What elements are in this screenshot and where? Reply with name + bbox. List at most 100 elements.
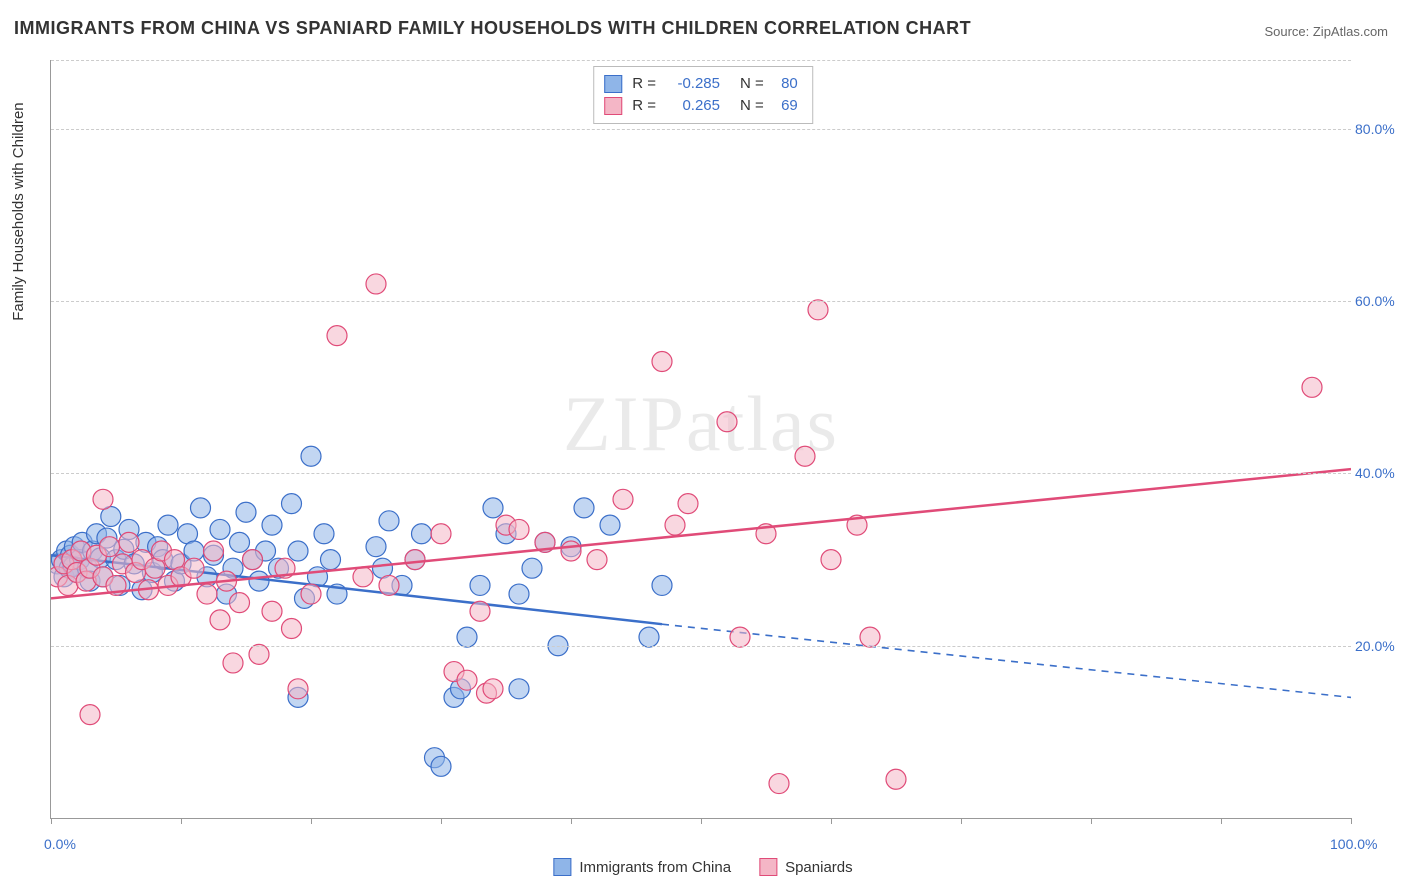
china-point [262, 515, 282, 535]
x-tick [571, 818, 572, 824]
y-tick-label: 20.0% [1355, 638, 1405, 654]
spaniards-point [275, 558, 295, 578]
series-legend-item: Immigrants from China [553, 858, 731, 876]
spaniards-point [145, 558, 165, 578]
x-tick-label-min: 0.0% [44, 836, 76, 852]
spaniards-point [119, 532, 139, 552]
china-point [114, 539, 134, 559]
x-tick [311, 818, 312, 824]
china-trendline [51, 555, 662, 624]
china-point [509, 584, 529, 604]
china-point [119, 519, 139, 539]
china-point [288, 687, 308, 707]
china-point [59, 558, 79, 578]
spaniards-point [379, 575, 399, 595]
china-point [142, 563, 162, 583]
spaniards-point [54, 554, 74, 574]
china-point [57, 541, 77, 561]
china-point [639, 627, 659, 647]
spaniards-point [477, 683, 497, 703]
china-point [561, 537, 581, 557]
spaniards-point [51, 567, 68, 587]
china-point [522, 558, 542, 578]
china-point [158, 515, 178, 535]
spaniards-point [535, 532, 555, 552]
spaniards-point [249, 644, 269, 664]
china-point [124, 554, 144, 574]
n-value: 69 [772, 95, 798, 117]
x-tick-label-max: 100.0% [1330, 836, 1377, 852]
spaniards-point [210, 610, 230, 630]
spaniards-point [808, 300, 828, 320]
china-point [171, 554, 191, 574]
spaniards-point [165, 550, 185, 570]
legend-label: Immigrants from China [579, 859, 731, 876]
spaniards-point [678, 494, 698, 514]
spaniards-point [860, 627, 880, 647]
spaniards-point [509, 519, 529, 539]
china-point [249, 571, 269, 591]
chart-plot-area: ZIPatlas 20.0%40.0%60.0%80.0% [50, 60, 1351, 819]
china-point [204, 545, 224, 565]
china-point [431, 756, 451, 776]
china-point [54, 567, 74, 587]
spaniards-point [62, 550, 82, 570]
china-point [93, 567, 113, 587]
spaniards-point [152, 541, 172, 561]
x-tick [831, 818, 832, 824]
spaniards-point [366, 274, 386, 294]
correlation-legend-row: R =-0.285N =80 [604, 73, 798, 95]
correlation-legend: R =-0.285N =80R =0.265N =69 [593, 66, 813, 124]
spaniards-point [230, 593, 250, 613]
china-point [63, 556, 83, 576]
chart-svg-layer [51, 60, 1351, 818]
spaniards-point [301, 584, 321, 604]
china-point [600, 515, 620, 535]
gridline [51, 473, 1351, 474]
gridline [51, 60, 1351, 61]
china-point [191, 498, 211, 518]
gridline [51, 129, 1351, 130]
china-point [236, 502, 256, 522]
spaniards-point [76, 571, 96, 591]
spaniards-point [80, 705, 100, 725]
n-label: N = [740, 95, 764, 117]
source-attribution: Source: ZipAtlas.com [1264, 24, 1388, 39]
china-point [457, 627, 477, 647]
legend-swatch-icon [553, 858, 571, 876]
china-point [136, 532, 156, 552]
china-point [101, 507, 121, 527]
china-point [70, 550, 90, 570]
series-legend-item: Spaniards [759, 858, 853, 876]
spaniards-point [223, 653, 243, 673]
spaniards-point [756, 524, 776, 544]
x-tick [441, 818, 442, 824]
x-tick [1221, 818, 1222, 824]
x-tick [1091, 818, 1092, 824]
spaniards-point [80, 558, 100, 578]
china-point [223, 558, 243, 578]
n-label: N = [740, 73, 764, 95]
spaniards-point [457, 670, 477, 690]
watermark-text: ZIPatlas [563, 379, 839, 469]
spaniards-point [587, 550, 607, 570]
spaniards-point [139, 580, 159, 600]
series-legend: Immigrants from China Spaniards [553, 858, 852, 876]
spaniards-point [795, 446, 815, 466]
china-point [148, 537, 168, 557]
china-point [67, 563, 87, 583]
x-tick [181, 818, 182, 824]
china-point [412, 524, 432, 544]
china-point [230, 532, 250, 552]
spaniards-point [158, 575, 178, 595]
china-point [178, 524, 198, 544]
spaniards-point [262, 601, 282, 621]
spaniards-point [87, 545, 107, 565]
y-axis-label: Family Households with Children [10, 102, 27, 320]
spaniards-point [431, 524, 451, 544]
china-point [210, 519, 230, 539]
china-swatch-icon [604, 75, 622, 93]
spaniards-point [171, 567, 191, 587]
spaniards-point [821, 550, 841, 570]
y-tick-label: 80.0% [1355, 121, 1405, 137]
